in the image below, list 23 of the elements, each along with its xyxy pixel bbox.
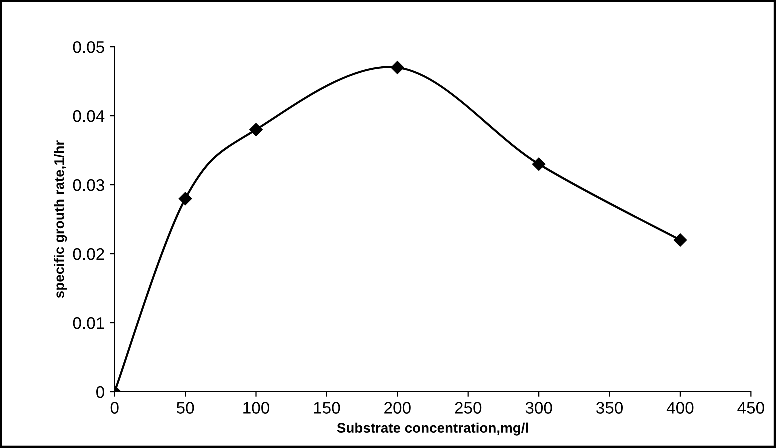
y-tick-label: 0.01 [73,317,104,330]
point [674,234,688,247]
y-tick-label: 0.02 [73,248,104,260]
x-tick-label: 50 [176,402,194,414]
point [250,123,263,136]
x-tick-label: 400 [666,402,694,414]
x-tick-label: 350 [596,402,624,414]
point [532,158,546,171]
x-tick-label: 250 [455,402,482,414]
x-tick-label: 450 [738,402,764,414]
y-tick-label: 0.03 [73,179,104,192]
x-tick-label: 200 [384,402,411,414]
point [391,61,404,74]
y-tick-label: 0.04 [73,110,105,122]
y-axis-title: specific grouth rate,1/hr [54,140,68,298]
point [178,192,192,206]
x-tick-label: 150 [314,402,340,414]
x-tick-label: 300 [526,402,552,414]
x-axis-title: Substrate concentration,mg/l [337,422,528,436]
y-tick-label: 0 [96,386,104,398]
y-tick-label: 0.05 [73,41,104,54]
x-tick-label: 0 [110,402,119,414]
x-tick-label: 100 [244,402,270,414]
